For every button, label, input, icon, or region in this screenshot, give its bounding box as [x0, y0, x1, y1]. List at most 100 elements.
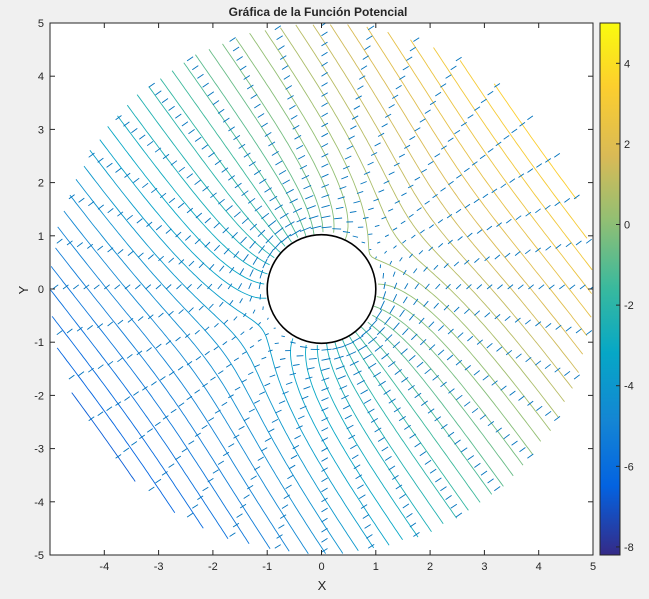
- y-axis-label: Y: [16, 285, 31, 294]
- quiver-arrow: [292, 125, 300, 130]
- quiver-arrow: [303, 184, 312, 190]
- contour-line: [377, 283, 542, 442]
- quiver-arrow: [168, 257, 175, 263]
- quiver-arrow: [282, 179, 291, 185]
- quiver-arrow: [56, 330, 63, 336]
- contour-line: [326, 342, 432, 532]
- quiver-arrow: [240, 236, 247, 244]
- quiver-arrow: [554, 201, 561, 207]
- quiver-arrow: [363, 171, 371, 175]
- quiver-arrow: [321, 457, 329, 462]
- y-tick-label: 3: [38, 124, 44, 136]
- quiver-arrow: [279, 212, 289, 219]
- quiver-arrow: [257, 229, 266, 238]
- quiver-arrow: [454, 129, 461, 135]
- quiver-arrow: [88, 201, 95, 207]
- quiver-arrow: [355, 474, 363, 480]
- quiver-arrow: [494, 83, 501, 88]
- quiver-arrow: [262, 258, 268, 269]
- quiver-arrow: [212, 469, 219, 474]
- quiver-arrow: [139, 434, 146, 440]
- quiver-arrow: [440, 424, 448, 430]
- quiver-arrow: [207, 91, 215, 97]
- colorbar-gradient: [599, 22, 621, 556]
- quiver-arrow: [433, 302, 439, 309]
- quiver-arrow: [440, 83, 447, 88]
- quiver-arrow: [288, 105, 296, 110]
- quiver-arrow: [321, 163, 329, 168]
- quiver-arrow: [178, 259, 185, 265]
- plot-axes: -4 -3 -2 -1 0 1 2 3 4 5 5 4 3 2 1 0 -1 -2 -3 -4 -5: [34, 18, 596, 573]
- y-tick-label: 0: [38, 284, 44, 296]
- quiver-arrow: [419, 338, 427, 346]
- quiver-arrow: [261, 122, 268, 128]
- quiver-arrow: [88, 152, 95, 158]
- contour-line: [136, 94, 275, 259]
- quiver-arrow: [374, 224, 380, 228]
- quiver-arrow: [484, 312, 491, 318]
- contour-line: [373, 305, 524, 466]
- quiver-arrow: [117, 357, 123, 363]
- contour-line: [195, 54, 307, 237]
- quiver-arrow: [145, 284, 152, 290]
- quiver-arrow: [404, 424, 411, 430]
- quiver-arrow: [389, 260, 393, 265]
- quiver-arrow: [424, 459, 432, 465]
- quiver-arrow: [281, 504, 289, 509]
- quiver-arrow: [233, 211, 241, 218]
- quiver-arrow: [146, 428, 153, 433]
- quiver-arrow: [486, 342, 493, 349]
- quiver-arrow: [497, 284, 503, 290]
- contour-line: [341, 339, 458, 519]
- quiver-arrow: [383, 389, 391, 395]
- quiver-arrow: [308, 215, 319, 220]
- quiver-arrow: [222, 227, 229, 234]
- quiver-arrow: [219, 301, 224, 307]
- quiver-arrow: [267, 349, 273, 352]
- quiver-arrow: [384, 234, 390, 238]
- quiver-arrow: [208, 417, 215, 422]
- quiver-arrow: [296, 217, 307, 223]
- quiver-arrow: [358, 494, 366, 499]
- quiver-arrow: [507, 284, 514, 290]
- quiver-arrow: [231, 231, 238, 239]
- y-tick-label: -3: [34, 444, 44, 456]
- quiver-arrow: [443, 304, 450, 311]
- quiver-arrow: [424, 283, 430, 290]
- quiver-arrow: [370, 418, 379, 423]
- quiver-arrow: [115, 401, 122, 406]
- quiver-arrow: [455, 56, 462, 62]
- quiver-arrow: [321, 41, 328, 47]
- quiver-arrow: [321, 31, 328, 37]
- quiver-arrow: [474, 310, 480, 316]
- quiver-arrow: [491, 188, 498, 194]
- quiver-arrow: [66, 328, 73, 334]
- quiver-arrow: [491, 380, 498, 386]
- quiver-arrow: [131, 441, 138, 446]
- quiver-arrow: [222, 117, 230, 123]
- quiver-arrow: [243, 254, 249, 262]
- quiver-arrow: [213, 322, 219, 328]
- quiver-arrow: [460, 447, 468, 453]
- quiver-arrow: [292, 207, 302, 213]
- quiver-arrow: [464, 259, 470, 265]
- quiver-arrow: [223, 319, 229, 325]
- quiver-arrow: [349, 210, 357, 213]
- contour-line: [305, 344, 403, 541]
- quiver-arrow: [281, 335, 286, 338]
- quiver-arrow: [76, 242, 83, 248]
- quiver-arrow: [241, 379, 247, 383]
- quiver-arrow: [321, 387, 329, 392]
- quiver-arrow: [404, 144, 411, 149]
- quiver-arrow: [416, 207, 422, 212]
- quiver-arrow: [429, 100, 437, 106]
- quiver-arrow: [107, 360, 114, 366]
- quiver-arrow: [408, 253, 413, 258]
- quiver-arrow: [565, 242, 572, 248]
- quiver-arrow: [321, 417, 329, 422]
- quiver-arrow: [275, 409, 282, 414]
- quiver-arrow: [249, 269, 254, 277]
- quiver-arrow: [453, 306, 460, 313]
- quiver-arrow: [466, 284, 472, 290]
- quiver-arrow: [352, 235, 359, 238]
